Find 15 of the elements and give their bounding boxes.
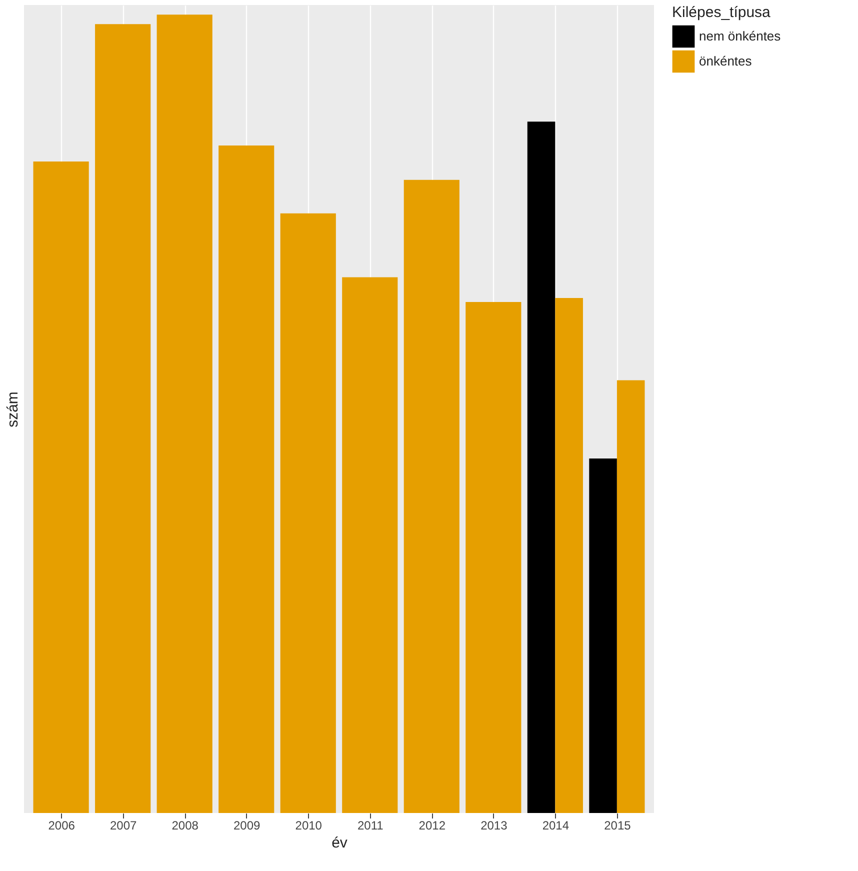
legend-label: nem önkéntes <box>699 28 782 44</box>
x-tick-label: 2008 <box>172 818 199 832</box>
legend-label: önkéntes <box>699 54 752 68</box>
x-tick-label: 2006 <box>48 818 76 832</box>
x-tick-label: 2010 <box>295 818 322 832</box>
x-axis-title: év <box>332 834 348 852</box>
y-axis-title: szám <box>4 392 22 428</box>
x-tick-label: 2015 <box>604 818 632 832</box>
x-tick-label: 2007 <box>110 818 137 832</box>
x-tick-label: 2014 <box>542 818 570 832</box>
x-tick-label: 2009 <box>234 818 261 832</box>
x-tick-label: 2013 <box>480 818 508 832</box>
legend-title: Kilépes_típusa <box>672 4 772 21</box>
x-tick-label: 2012 <box>418 818 446 832</box>
x-tick-label: 2011 <box>357 818 384 832</box>
